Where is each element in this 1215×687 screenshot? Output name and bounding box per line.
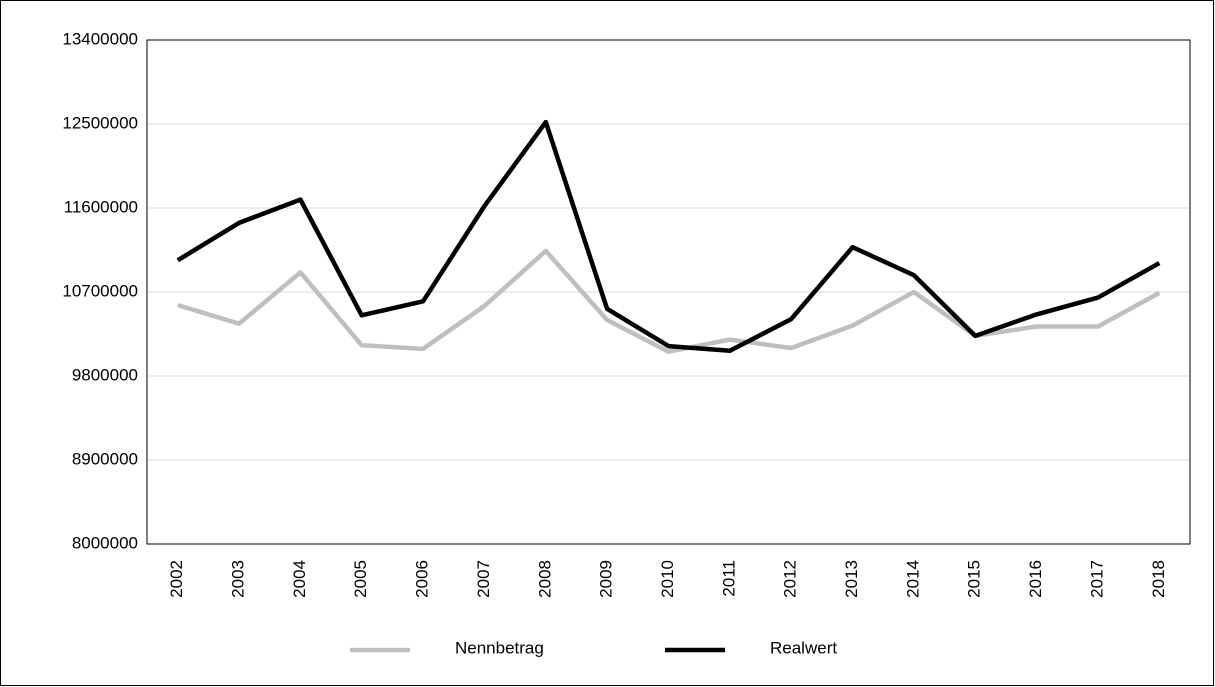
- plot-frame: [146, 39, 1191, 545]
- x-tick-label: 2013: [842, 560, 861, 598]
- x-tick-label: 2016: [1026, 560, 1045, 598]
- x-tick-label: 2007: [474, 560, 493, 598]
- x-tick-label: 2012: [781, 560, 800, 598]
- series-group: [176, 119, 1161, 354]
- y-tick-label: 10700000: [62, 281, 138, 300]
- y-tick-label: 8000000: [72, 533, 138, 552]
- legend-label: Nennbetrag: [455, 638, 544, 657]
- y-tick-label: 12500000: [62, 113, 138, 132]
- series-line: [176, 119, 1161, 354]
- x-tick-label: 2003: [229, 560, 248, 598]
- x-tick-label: 2011: [719, 560, 738, 597]
- x-tick-label: 2009: [597, 560, 616, 598]
- x-tick-label: 2010: [658, 560, 677, 598]
- x-tick-label: 2006: [413, 560, 432, 598]
- x-tick-label: 2015: [965, 560, 984, 598]
- x-tick-label: 2002: [167, 560, 186, 598]
- x-tick-label: 2005: [351, 560, 370, 598]
- x-tick-label: 2008: [535, 560, 554, 598]
- x-tick-label: 2014: [903, 560, 922, 598]
- y-tick-label: 9800000: [72, 365, 138, 384]
- y-tick-label: 8900000: [72, 449, 138, 468]
- x-tick-label: 2018: [1149, 560, 1168, 598]
- x-tick-label: 2017: [1087, 560, 1106, 598]
- series-line: [177, 248, 1161, 354]
- y-tick-label: 13400000: [62, 29, 138, 48]
- x-tick-label: 2004: [290, 560, 309, 598]
- y-tick-label: 11600000: [64, 197, 138, 216]
- legend-label: Realwert: [770, 638, 837, 657]
